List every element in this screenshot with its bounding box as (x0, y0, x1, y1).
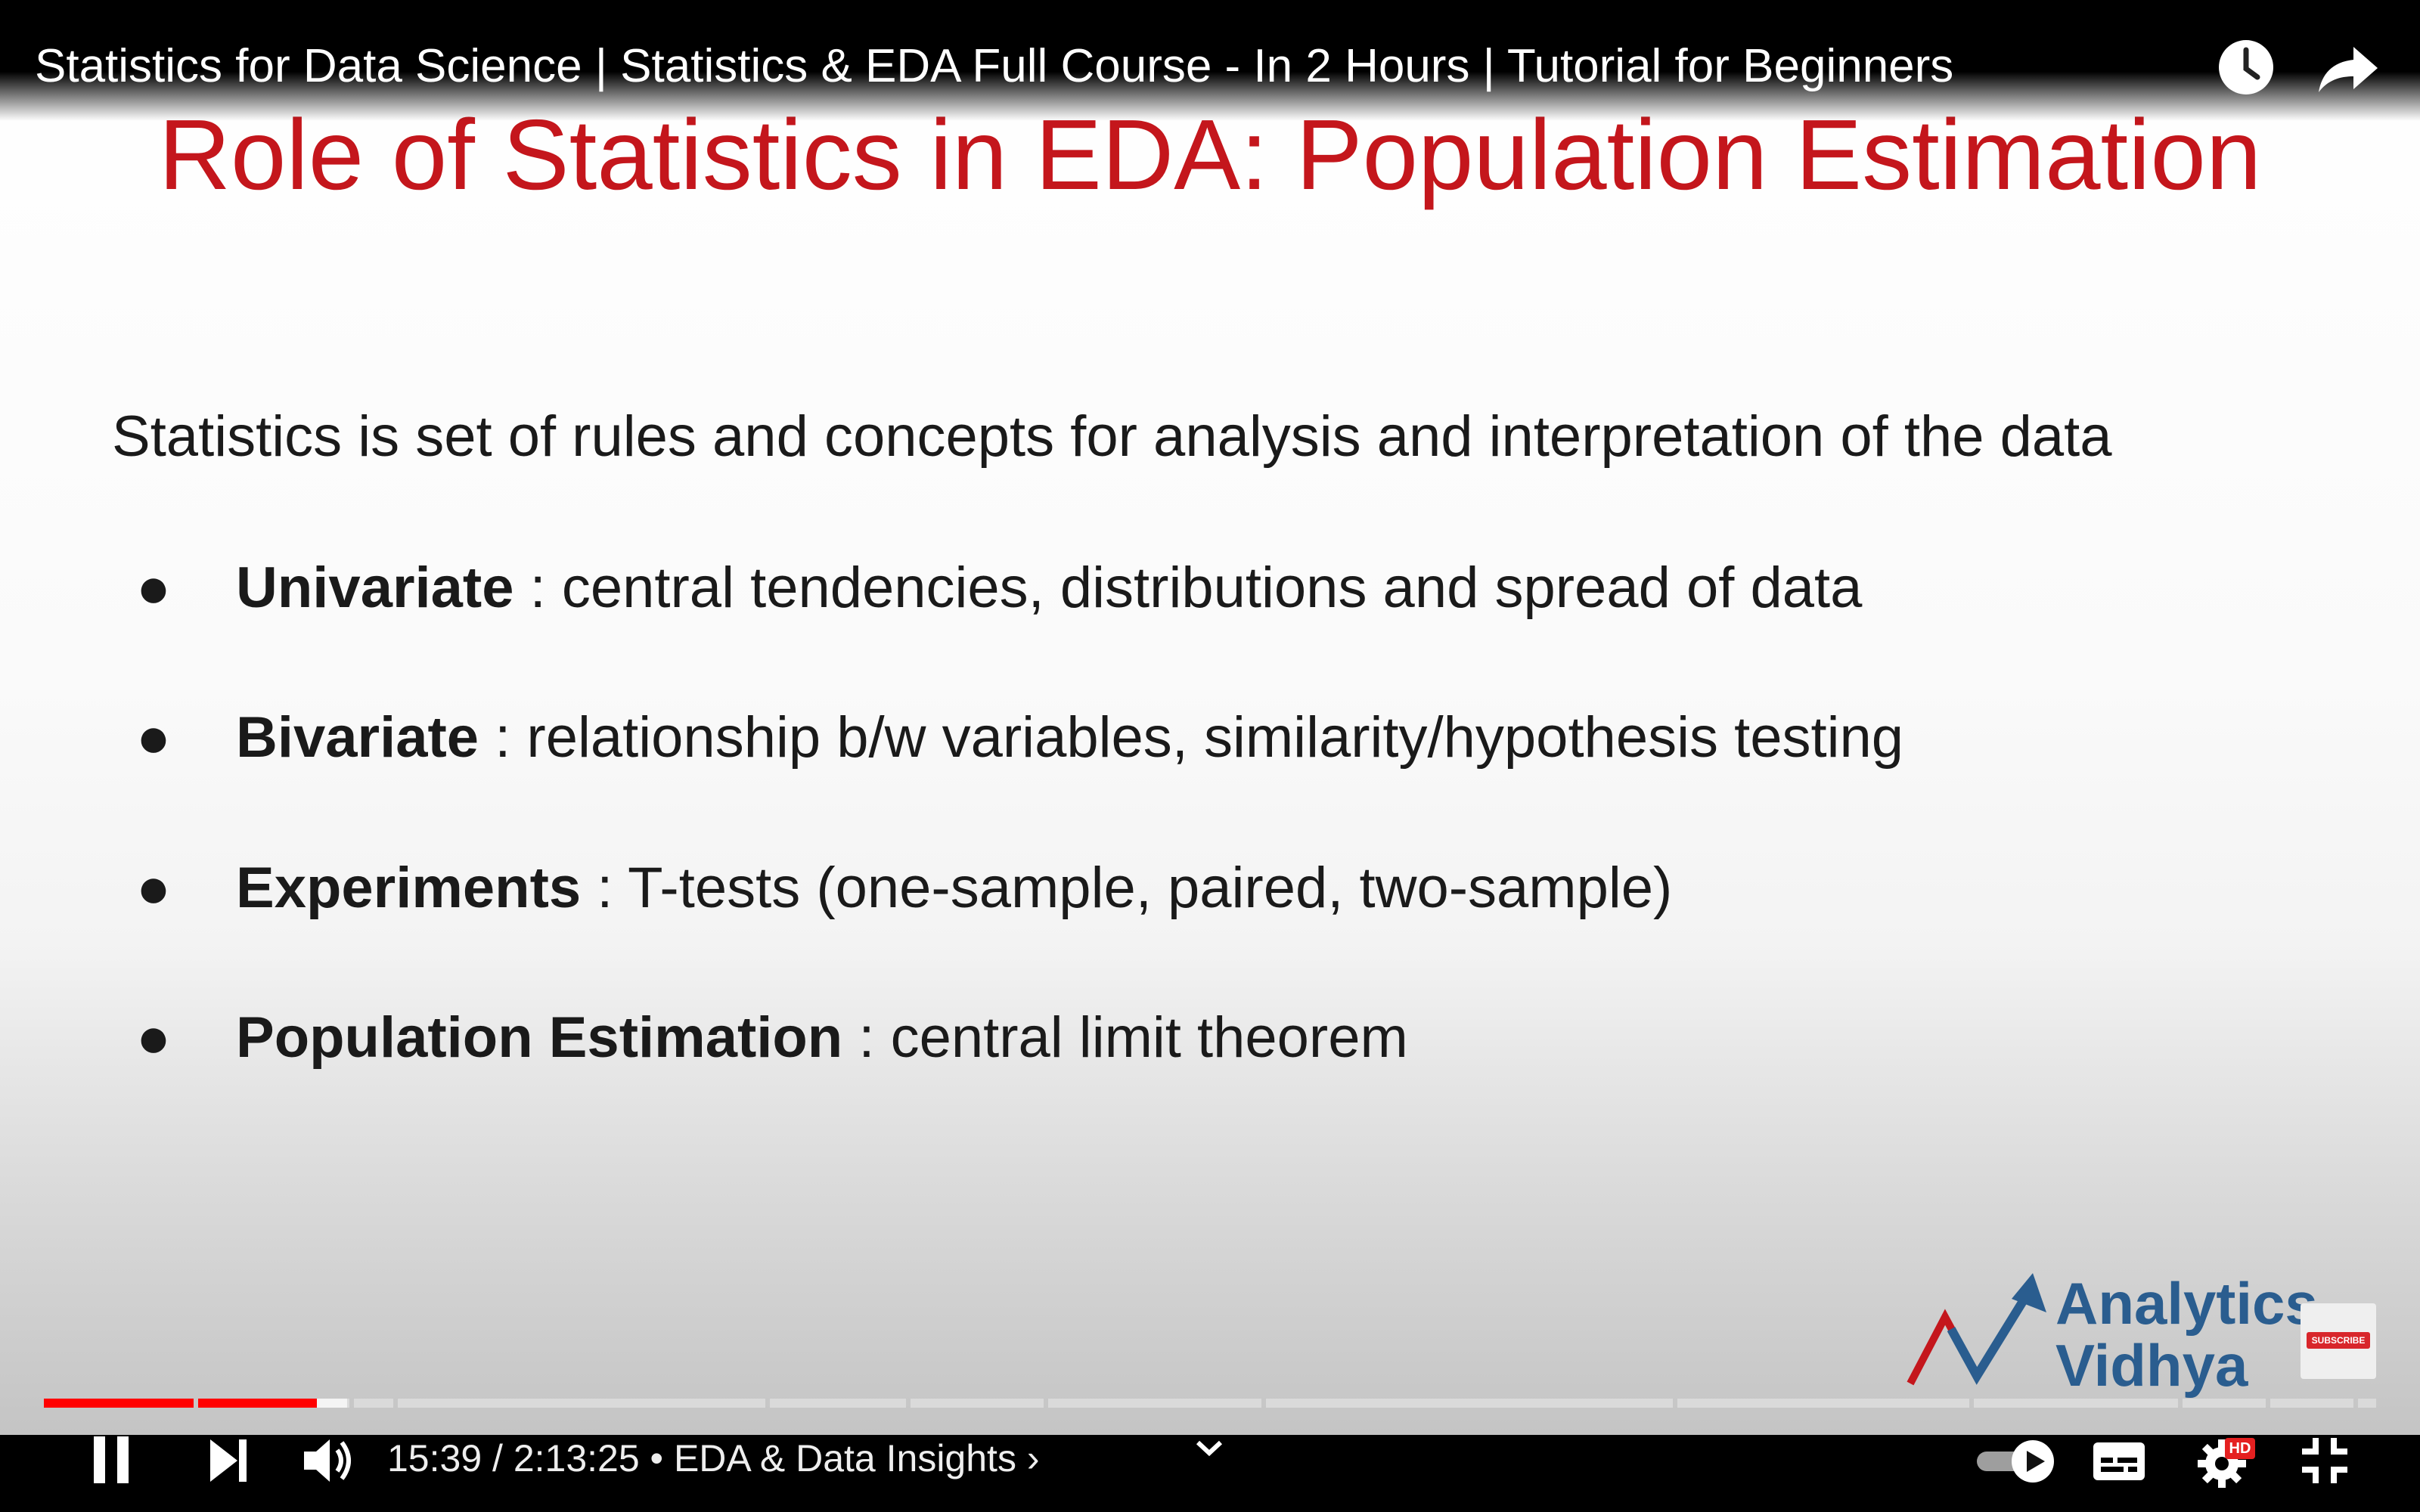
bullet-dot: ● (136, 556, 171, 620)
progress-bar[interactable] (44, 1399, 2376, 1408)
watch-later-icon[interactable] (2212, 33, 2280, 101)
chapter-chevron-icon: › (1026, 1437, 1040, 1479)
progress-chapter-segment[interactable] (198, 1399, 349, 1408)
progress-chapter-segment[interactable] (398, 1399, 765, 1408)
progress-chapter-segment[interactable] (770, 1399, 906, 1408)
subscribe-watermark-label: SUBSCRIBE (2307, 1332, 2370, 1349)
volume-icon[interactable] (298, 1430, 358, 1491)
logo-line-1: Analytics (2055, 1270, 2318, 1337)
bullet-text: : T-tests (one-sample, paired, two-sampl… (581, 856, 1673, 920)
bullet-term: Bivariate (236, 705, 479, 770)
progress-chapter-segment[interactable] (1266, 1399, 1673, 1408)
progress-chapter-segment[interactable] (1974, 1399, 2178, 1408)
progress-played (44, 1399, 194, 1408)
video-title[interactable]: Statistics for Data Science | Statistics… (35, 40, 1954, 92)
total-time: 2:13:25 (513, 1437, 640, 1479)
exit-fullscreen-icon[interactable] (2294, 1430, 2355, 1491)
bullet-text: : central limit theorem (842, 1005, 1408, 1070)
progress-chapter-segment[interactable] (1048, 1399, 1261, 1408)
bullet-term: Univariate (236, 556, 514, 620)
pause-icon[interactable] (85, 1430, 138, 1491)
bullet-term: Experiments (236, 856, 582, 920)
chapter-button[interactable]: • EDA & Data Insights › (639, 1437, 1040, 1479)
logo-line-2: Vidhya (2055, 1332, 2248, 1399)
analytics-vidhya-logo-icon (1907, 1273, 2046, 1386)
time-display: 15:39 / 2:13:25 • EDA & Data Insights › (387, 1437, 1040, 1479)
bullet-dot: ● (136, 705, 171, 770)
share-icon[interactable] (2314, 33, 2382, 101)
bullet-text: : central tendencies, distributions and … (513, 556, 1863, 620)
progress-chapter-segment[interactable] (2358, 1399, 2376, 1408)
bullet-dot: ● (136, 856, 171, 920)
slide-intro-text: Statistics is set of rules and concepts … (112, 404, 2112, 469)
subscribe-watermark[interactable]: SUBSCRIBE (2301, 1303, 2376, 1379)
progress-chapter-segment[interactable] (2270, 1399, 2353, 1408)
progress-chapter-segment[interactable] (1677, 1399, 1969, 1408)
bullet-dot: ● (136, 1005, 171, 1070)
autoplay-toggle-icon[interactable] (1974, 1430, 2057, 1491)
progress-chapter-segment[interactable] (2183, 1399, 2266, 1408)
progress-chapter-segment[interactable] (911, 1399, 1044, 1408)
bullet-term: Population Estimation (236, 1005, 843, 1070)
subtitles-icon[interactable] (2089, 1430, 2149, 1491)
next-icon[interactable] (203, 1430, 256, 1491)
logo-wordmark: Analytics Vidhya (2055, 1274, 2318, 1398)
top-overlay (0, 0, 2420, 121)
progress-chapter-segment[interactable] (44, 1399, 194, 1408)
bullet-text: : relationship b/w variables, similarity… (479, 705, 1904, 770)
hd-badge: HD (2225, 1438, 2255, 1459)
progress-chapter-segment[interactable] (354, 1399, 393, 1408)
current-time: 15:39 (387, 1437, 482, 1479)
chapter-title: EDA & Data Insights (673, 1437, 1016, 1479)
chevron-down-icon[interactable] (1190, 1433, 1228, 1464)
progress-played (198, 1399, 317, 1408)
